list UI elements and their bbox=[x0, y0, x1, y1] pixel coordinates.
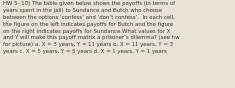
Text: HW 5- 10) The table given below shows the payoffs (in terms of
years spent in th: HW 5- 10) The table given below shows th… bbox=[3, 1, 180, 54]
